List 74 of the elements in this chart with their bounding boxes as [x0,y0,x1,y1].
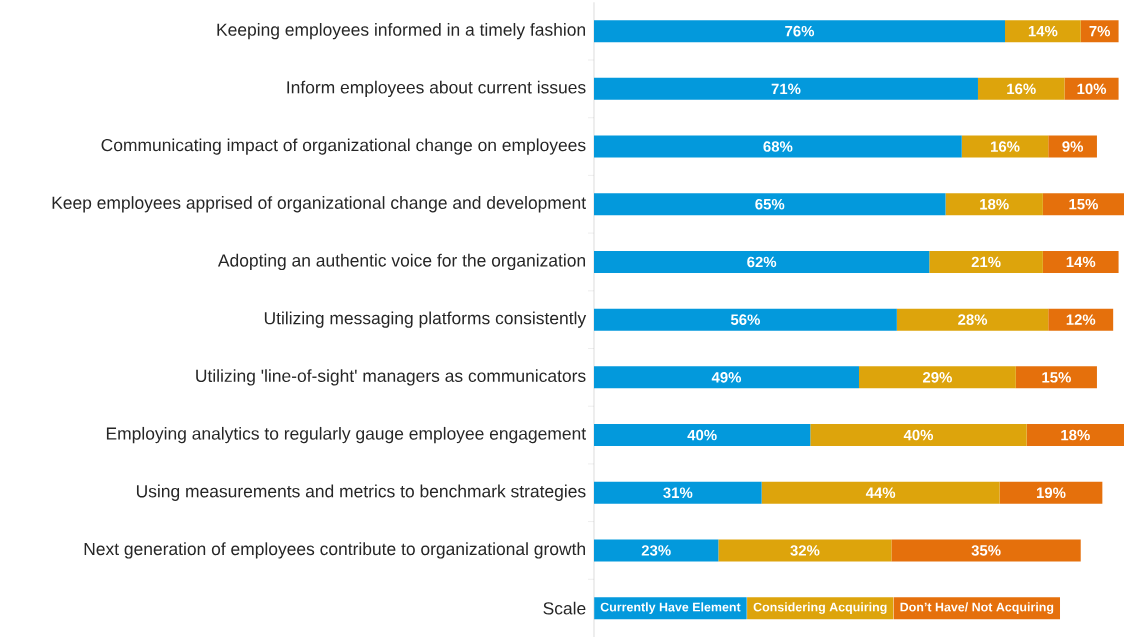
data-label: 32% [790,545,820,556]
data-label: 40% [687,429,717,441]
data-label: 40% [903,429,934,441]
data-label: 65% [755,198,785,210]
bar [593,193,946,216]
data-label: 16% [991,141,1020,152]
y-tick-label: Inform employees about current issues [287,80,586,97]
y-tick-label: Next generation of employees contribute to organizational growth [84,542,585,559]
data-label: 68% [763,141,793,152]
data-label: 15% [1069,198,1098,210]
bar [929,250,1043,273]
bar [593,308,897,331]
data-label: 10% [1077,83,1107,95]
bar [858,366,1016,389]
data-label: 21% [971,256,1001,268]
data-label: 56% [730,314,760,325]
data-label: 29% [922,372,952,383]
data-label: 18% [1061,429,1090,441]
bar [1042,250,1119,273]
bar [961,135,1049,158]
y-tick-label: Employing analytics to regularly gauge employee engagement [106,426,586,444]
y-tick-label: Utilizing 'line-of-sight' managers as communicators [196,369,586,386]
bar [945,193,1043,216]
data-label: 23% [641,545,671,556]
data-label: 9% [1062,141,1084,152]
y-tick-label: Keep employees apprised of organizational change and development [52,196,586,213]
text: Currently Have Element [600,602,741,614]
bar [593,366,859,389]
bar [1042,193,1124,216]
bar [1015,366,1097,389]
bar [1005,20,1081,43]
data-label: 35% [971,545,1001,556]
bar [593,250,930,273]
data-label: 19% [1036,487,1066,499]
bar [891,539,1081,562]
bar [977,77,1065,100]
data-label: 62% [747,256,777,268]
y-tick-label: Communicating impact of organizational change on employees [101,138,586,155]
data-label: 16% [1007,83,1036,95]
data-label: 31% [663,487,693,499]
bar [1048,308,1114,331]
y-tick-label: Keeping employees informed in a timely fashion [217,23,585,40]
data-label: 18% [980,198,1009,210]
bar [1064,77,1119,100]
data-label: 14% [1028,25,1058,37]
bar [593,539,719,562]
bar [593,77,978,100]
text: Considering Acquiring [753,602,887,614]
data-label: 7% [1089,25,1111,37]
y-tick-label: Using measurements and metrics to benchmark strategies [136,484,586,501]
data-label: 14% [1066,256,1096,268]
data-label: 12% [1066,314,1096,325]
data-label: 44% [865,487,896,498]
bar [999,481,1103,504]
y-tick-label: Utilizing messaging platforms consistently [264,311,587,328]
bar [593,424,811,447]
bar [1026,424,1124,447]
data-label: 49% [711,372,742,383]
data-label: 15% [1042,372,1071,383]
data-label: 76% [785,25,815,37]
bar [593,135,962,158]
legend-title: Scale [543,601,586,615]
bar [896,308,1049,331]
y-tick-label: Adopting an authentic voice for the organization [217,253,586,271]
bar [810,424,1027,447]
text: Don’t Have/ Not Acquiring [900,602,1054,614]
bar [1080,20,1119,43]
bar [1048,135,1097,158]
bar [718,539,892,562]
data-label: 71% [771,83,801,95]
bar [593,481,762,504]
bar [593,20,1006,43]
data-label: 28% [958,314,988,325]
bar [761,481,1000,504]
